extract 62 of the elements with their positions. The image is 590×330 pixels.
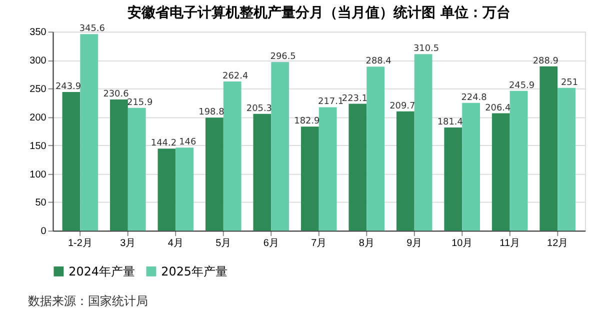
bar	[366, 66, 385, 231]
data-label: 144.2	[150, 138, 177, 149]
bar	[271, 62, 290, 231]
x-tick-label: 1-2月	[68, 238, 92, 250]
x-tick-label: 4月	[168, 238, 184, 250]
data-label: 345.6	[79, 24, 106, 34]
y-tick-label: 150	[30, 140, 47, 152]
bar	[540, 66, 558, 231]
x-tick-label: 8月	[358, 238, 374, 250]
x-tick-label: 3月	[120, 238, 136, 250]
bar	[158, 148, 176, 231]
bar	[348, 104, 367, 231]
bar	[414, 54, 432, 231]
data-label: 209.7	[390, 101, 416, 112]
bar	[223, 81, 242, 231]
data-label: 288.9	[532, 56, 559, 66]
bar	[62, 92, 80, 231]
data-label: 224.8	[461, 92, 488, 103]
data-label: 243.9	[55, 82, 82, 92]
y-tick-label: 300	[30, 56, 47, 67]
x-tick-label: 11月	[500, 238, 520, 250]
source-note: 数据来源：国家统计局	[28, 294, 148, 308]
bar	[80, 34, 98, 231]
x-tick-label: 6月	[263, 238, 279, 250]
bar	[492, 113, 510, 231]
data-label: 217.1	[318, 97, 344, 108]
data-label: 230.6	[103, 90, 130, 100]
data-label: 288.4	[366, 56, 392, 67]
y-tick-label: 200	[30, 112, 47, 124]
bar	[176, 148, 194, 231]
x-tick-label: 5月	[216, 238, 232, 250]
y-tick-label: 50	[35, 198, 47, 209]
bar	[558, 88, 576, 231]
bar	[462, 102, 480, 231]
bar	[253, 114, 272, 231]
legend-label: 2025年产量	[161, 264, 228, 278]
data-label: 310.5	[413, 44, 440, 54]
bar	[444, 127, 462, 231]
data-label: 205.3	[246, 104, 272, 114]
bar	[318, 107, 337, 231]
x-tick-label: 9月	[406, 238, 422, 250]
x-tick-label: 7月	[311, 238, 327, 250]
y-tick-label: 250	[30, 84, 47, 95]
bar	[110, 100, 128, 231]
bar	[510, 90, 528, 231]
data-label: 262.4	[222, 71, 248, 82]
data-label: 296.5	[270, 52, 296, 62]
data-label: 251	[560, 78, 578, 88]
y-tick-label: 100	[30, 169, 47, 180]
chart-title: 安徽省电子计算机整机产量分月（当月值）统计图 单位：万台	[127, 4, 510, 22]
bar	[206, 118, 224, 231]
x-tick-label: 12月	[547, 238, 568, 250]
y-tick-label: 0	[40, 226, 47, 238]
data-label: 182.9	[294, 116, 320, 127]
x-tick-label: 10月	[452, 238, 473, 250]
bar	[396, 111, 414, 231]
bar	[128, 108, 146, 231]
bar	[300, 126, 319, 231]
y-tick-label: 350	[30, 27, 47, 38]
data-label: 146	[179, 138, 196, 148]
data-label: 245.9	[508, 80, 535, 91]
legend-label: 2024年产量	[68, 264, 135, 278]
